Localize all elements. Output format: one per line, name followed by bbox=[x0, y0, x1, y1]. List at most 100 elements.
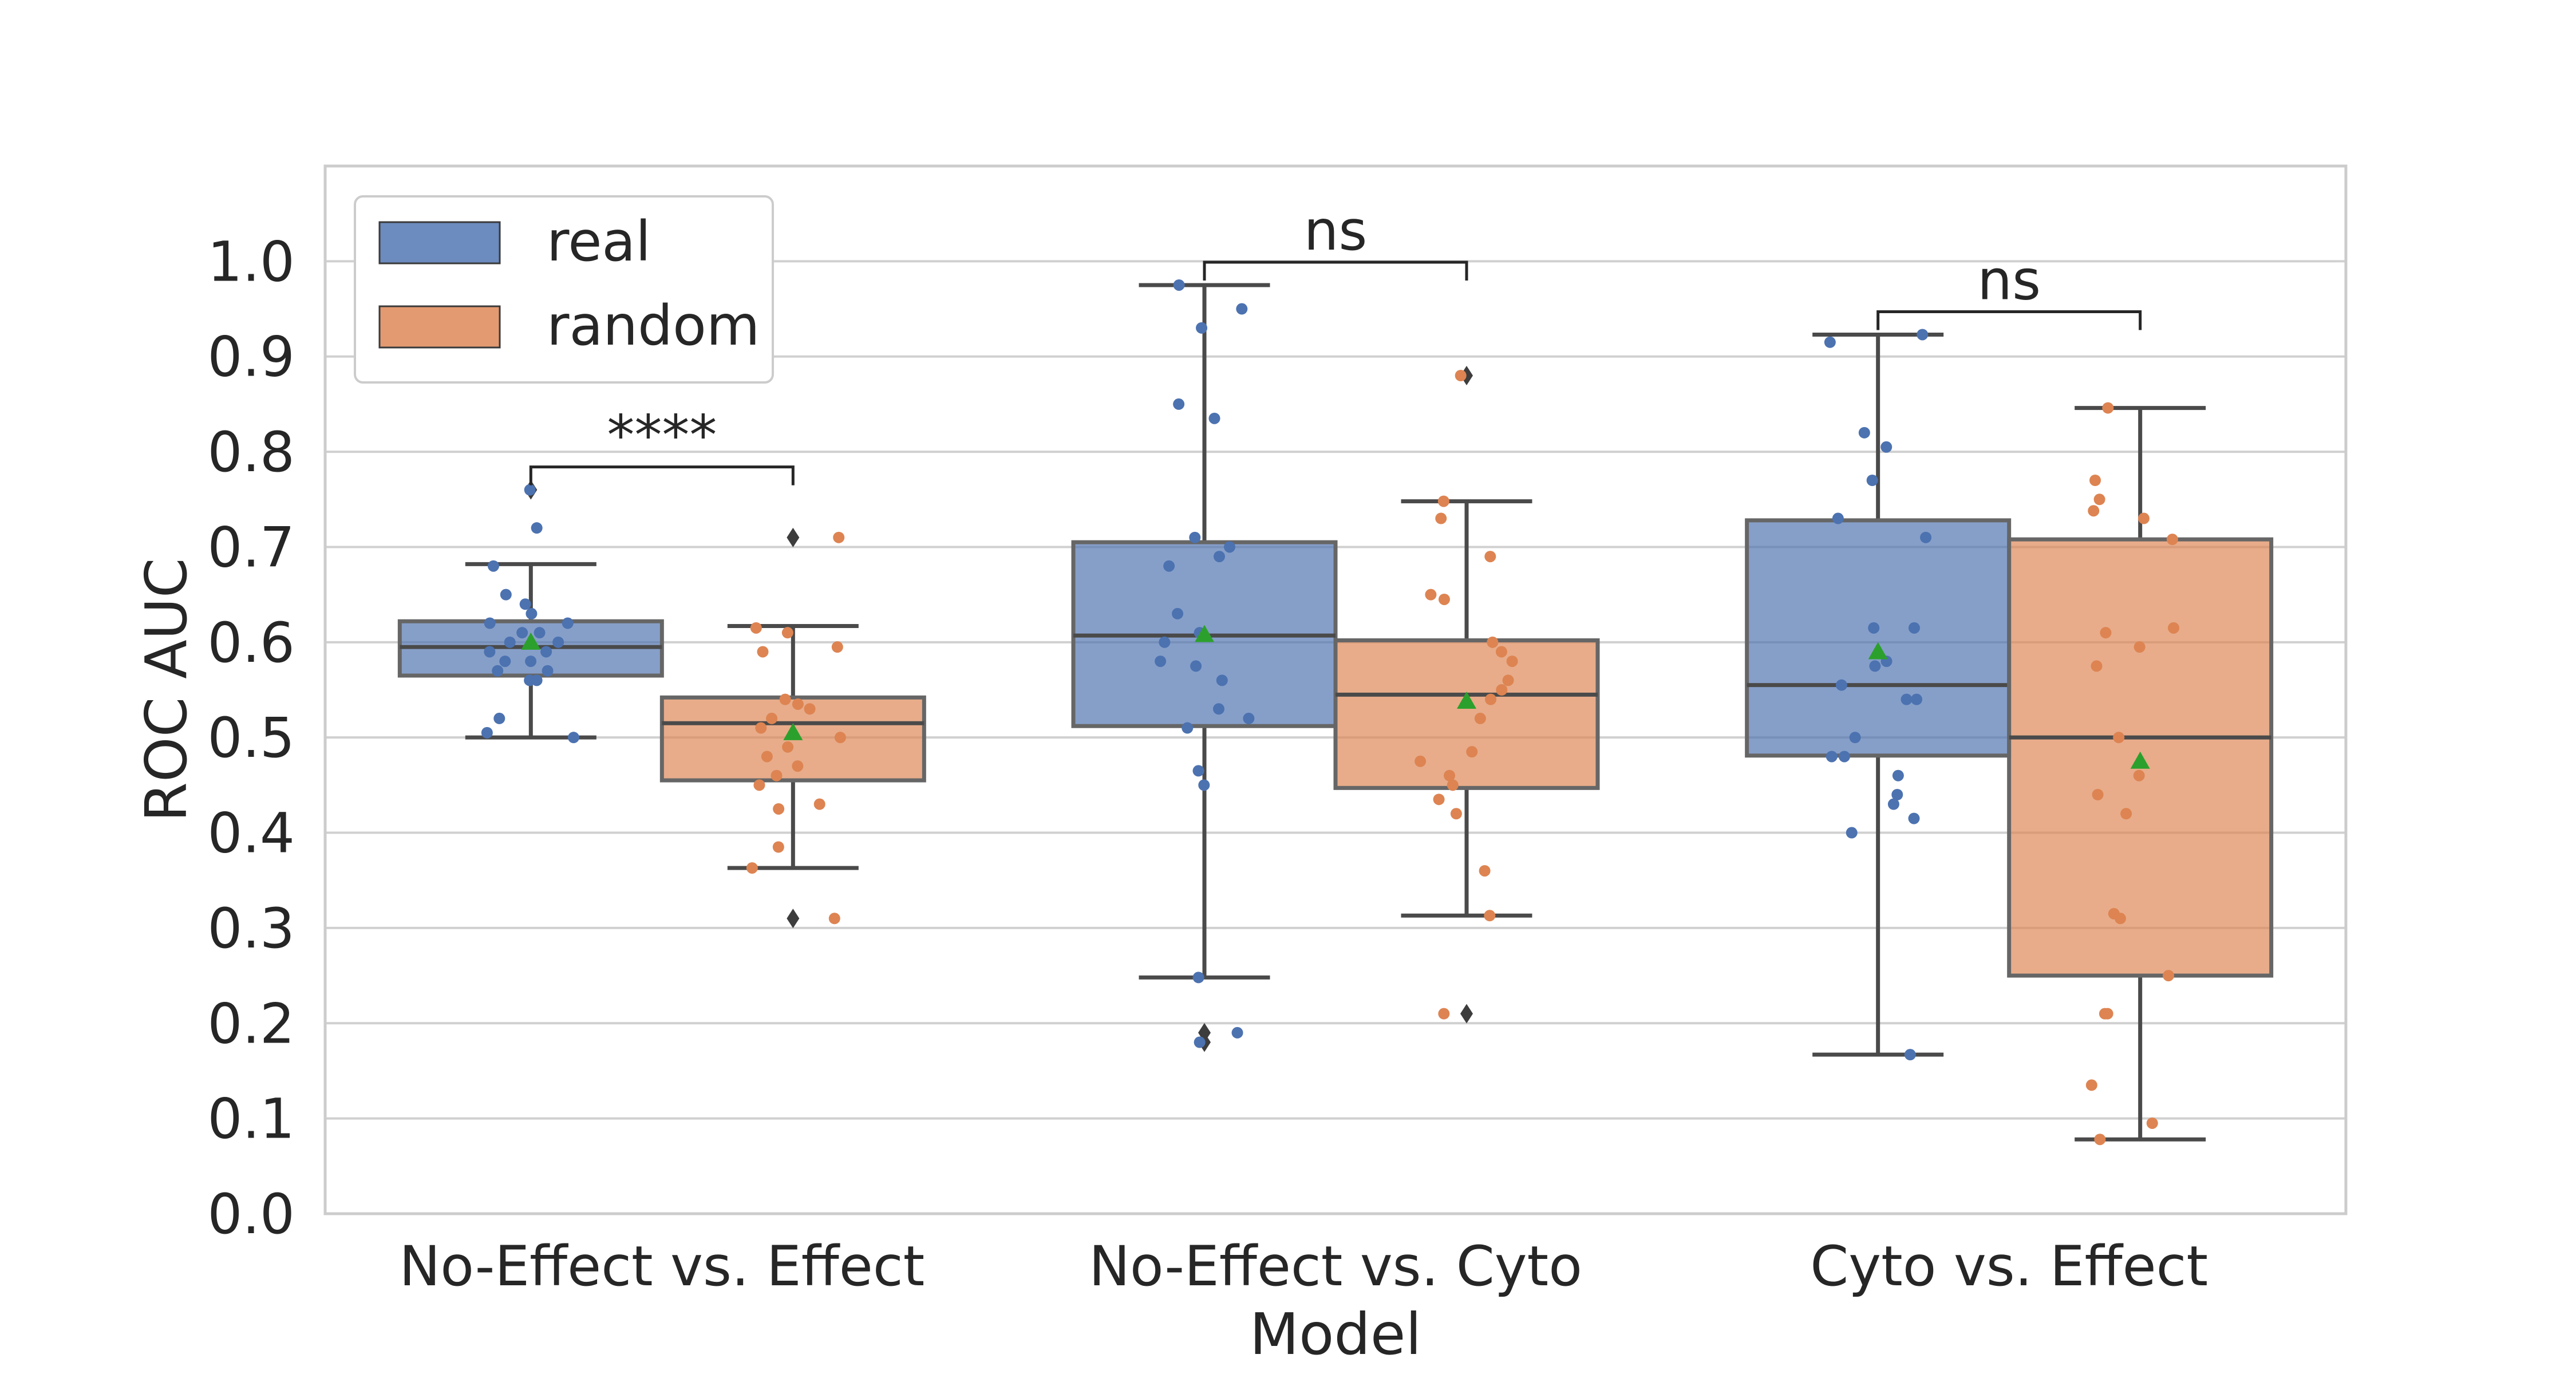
point-random-g2-11 bbox=[2133, 769, 2145, 781]
point-real-g2-5 bbox=[1832, 512, 1844, 524]
point-real-g1-13 bbox=[1190, 660, 1202, 672]
x-tick-labels: No-Effect vs. Effect No-Effect vs. Cyto Cy… bbox=[399, 1234, 2208, 1298]
point-random-g1-6 bbox=[1487, 636, 1499, 648]
point-real-g1-3 bbox=[1173, 398, 1185, 410]
point-real-g2-6 bbox=[1920, 531, 1932, 543]
significance-bracket-0 bbox=[529, 465, 795, 485]
point-real-g0-1 bbox=[531, 522, 543, 534]
point-real-g1-5 bbox=[1189, 531, 1201, 543]
point-random-g2-6 bbox=[2168, 622, 2180, 634]
point-random-g1-7 bbox=[1495, 646, 1507, 658]
point-random-g0-3 bbox=[831, 641, 843, 653]
point-random-g1-12 bbox=[1474, 712, 1486, 724]
point-real-g1-1 bbox=[1236, 303, 1248, 315]
point-real-g1-22 bbox=[1194, 1036, 1206, 1048]
point-random-g1-4 bbox=[1425, 589, 1437, 601]
point-random-g2-4 bbox=[2138, 512, 2150, 524]
point-random-g1-11 bbox=[1485, 693, 1497, 705]
point-real-g1-15 bbox=[1212, 703, 1224, 715]
point-random-g2-12 bbox=[2092, 789, 2104, 800]
box-real-g2 bbox=[1745, 518, 2012, 758]
y-tick-label: 0.6 bbox=[207, 611, 295, 675]
point-random-g2-15 bbox=[2114, 913, 2126, 925]
point-random-g1-9 bbox=[1502, 674, 1514, 686]
point-random-g2-13 bbox=[2120, 808, 2132, 820]
point-real-g1-11 bbox=[1159, 636, 1171, 648]
point-real-g0-22 bbox=[567, 732, 579, 744]
x-tick-label: No-Effect vs. Cyto bbox=[1089, 1234, 1582, 1298]
point-random-g0-2 bbox=[781, 627, 793, 639]
strip-points bbox=[481, 279, 2180, 1146]
point-real-g0-21 bbox=[481, 727, 493, 739]
point-random-g0-19 bbox=[746, 862, 758, 874]
point-random-g2-16 bbox=[2163, 970, 2175, 982]
point-real-g0-6 bbox=[484, 617, 496, 629]
point-real-g2-8 bbox=[1908, 622, 1920, 634]
point-random-g0-5 bbox=[779, 693, 791, 705]
point-random-g2-21 bbox=[2094, 1134, 2106, 1146]
mean-random-g0 bbox=[783, 722, 803, 740]
significance-bracket-2 bbox=[1876, 310, 2142, 330]
point-random-g0-17 bbox=[773, 803, 785, 815]
point-random-g0-8 bbox=[766, 712, 778, 724]
mean-real-g0 bbox=[521, 632, 541, 650]
significance-bracket-1 bbox=[1203, 260, 1468, 281]
point-random-g0-0 bbox=[833, 531, 845, 543]
point-random-g1-13 bbox=[1466, 746, 1478, 758]
point-real-g2-2 bbox=[1858, 427, 1870, 439]
point-real-g2-3 bbox=[1880, 441, 1893, 453]
y-tick-label: 0.0 bbox=[207, 1182, 295, 1246]
point-random-g0-6 bbox=[792, 698, 804, 710]
point-real-g2-4 bbox=[1866, 475, 1878, 486]
point-real-g1-17 bbox=[1182, 722, 1194, 734]
point-random-g1-21 bbox=[1438, 1008, 1450, 1020]
significance-annotations: **** ns ns bbox=[529, 199, 2142, 485]
point-real-g2-10 bbox=[1869, 660, 1881, 672]
y-tick-label: 0.4 bbox=[207, 802, 295, 866]
point-real-g2-16 bbox=[1838, 751, 1850, 763]
box-random-g1 bbox=[1333, 638, 1600, 790]
significance-label-2: ns bbox=[1977, 248, 2041, 312]
point-real-g0-14 bbox=[525, 656, 537, 668]
point-random-g2-20 bbox=[2146, 1117, 2158, 1129]
point-real-g0-4 bbox=[519, 598, 531, 610]
point-real-g2-13 bbox=[1911, 693, 1923, 705]
point-real-g0-20 bbox=[493, 712, 505, 724]
point-random-g0-13 bbox=[792, 760, 804, 772]
point-real-g1-8 bbox=[1163, 560, 1175, 572]
point-random-g1-1 bbox=[1437, 495, 1449, 507]
y-tick-label: 0.5 bbox=[207, 706, 295, 770]
point-real-g0-7 bbox=[562, 617, 574, 629]
point-real-g1-9 bbox=[1172, 607, 1184, 619]
point-random-g0-12 bbox=[761, 751, 773, 763]
point-random-g1-17 bbox=[1433, 793, 1445, 806]
point-random-g1-8 bbox=[1506, 656, 1518, 668]
point-real-g0-0 bbox=[524, 484, 536, 496]
point-random-g0-20 bbox=[828, 913, 840, 925]
y-tick-label: 0.7 bbox=[207, 515, 295, 579]
point-random-g2-8 bbox=[2134, 641, 2146, 653]
x-tick-label: No-Effect vs. Effect bbox=[399, 1234, 924, 1298]
point-random-g1-18 bbox=[1450, 808, 1462, 820]
y-tick-label: 0.3 bbox=[207, 897, 295, 961]
point-random-g0-11 bbox=[782, 741, 794, 753]
point-random-g2-3 bbox=[2088, 505, 2100, 517]
point-real-g1-19 bbox=[1198, 779, 1210, 791]
point-real-g0-5 bbox=[526, 607, 538, 619]
point-real-g2-22 bbox=[1904, 1049, 1916, 1061]
point-real-g2-21 bbox=[1846, 827, 1858, 839]
point-real-g0-13 bbox=[484, 646, 496, 658]
point-random-g1-5 bbox=[1438, 593, 1450, 605]
legend-label-random: random bbox=[547, 294, 760, 358]
point-real-g2-14 bbox=[1849, 732, 1861, 744]
point-real-g0-2 bbox=[487, 560, 499, 572]
y-tick-label: 0.8 bbox=[207, 420, 295, 484]
mean-random-g1 bbox=[1457, 691, 1476, 709]
point-real-g0-16 bbox=[542, 665, 554, 677]
point-random-g1-15 bbox=[1444, 769, 1456, 781]
point-random-g2-18 bbox=[2101, 1008, 2113, 1020]
point-real-g0-17 bbox=[492, 665, 504, 677]
point-real-g0-10 bbox=[504, 636, 516, 648]
point-random-g1-10 bbox=[1496, 684, 1508, 696]
point-random-g0-15 bbox=[753, 779, 765, 791]
